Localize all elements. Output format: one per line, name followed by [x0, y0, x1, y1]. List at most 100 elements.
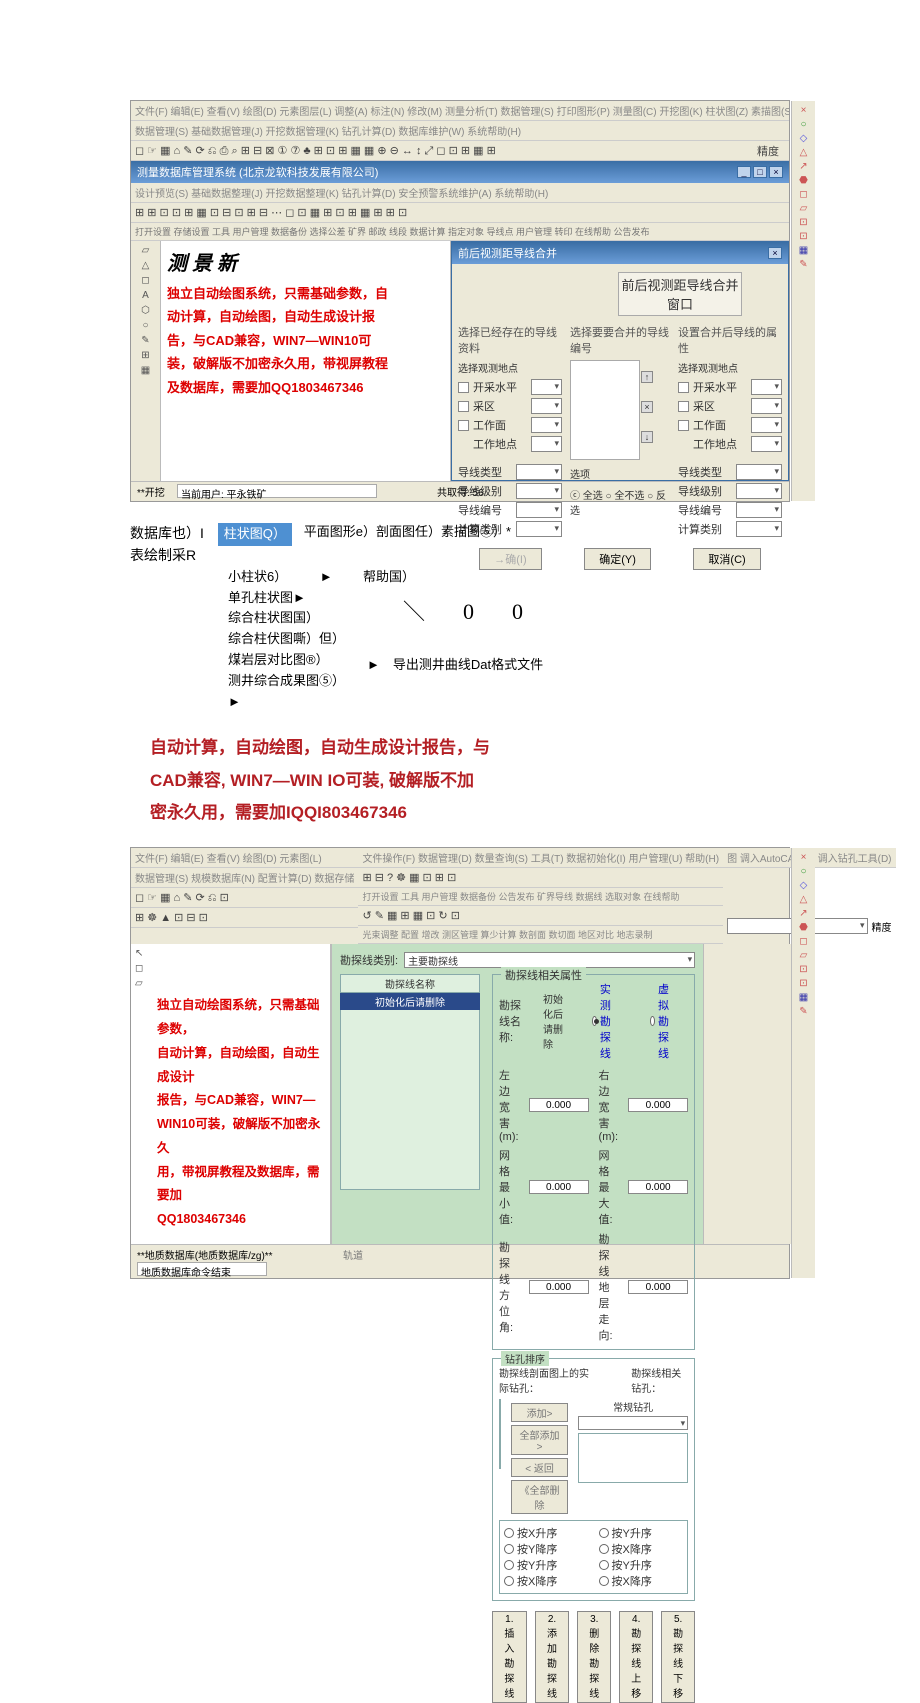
btn-add-all[interactable]: 全部添加> [511, 1425, 568, 1455]
dd-linelevel-c[interactable] [736, 483, 782, 499]
sub-menu-bar[interactable]: 数据管理(S) 基础数据管理(J) 开挖数据管理(K) 钻孔计算(D) 数据库维… [131, 121, 789, 141]
main-menu-bar[interactable]: 文件(F) 编辑(E) 查看(V) 绘图(D) 元素图层(L) 调整(A) 标注… [131, 101, 789, 121]
inp-gridmax[interactable] [628, 1180, 688, 1194]
submenu-1[interactable]: 小柱状6） ► [228, 567, 345, 588]
close-button[interactable]: × [769, 166, 783, 178]
btn-move-down[interactable]: 5.勘探线下移 [661, 1611, 695, 1703]
related-holes-list[interactable] [578, 1433, 688, 1483]
s2-toolbar-1[interactable]: ◻ ☞ ▦ ⌂ ✎ ⟳ ⎌ ⊡ [131, 888, 358, 908]
toolbar-1[interactable]: ◻ ☞ ▦ ⌂ ✎ ⟳ ⎌ ⎙ ⌕ ⊞ ⊟ ⊠ ① ⑦ ♣ ⊞ ⊡ ⊞ ▦ ▦ … [131, 141, 789, 161]
ro1[interactable] [504, 1528, 514, 1538]
dd-level-a[interactable] [531, 379, 562, 395]
export-label[interactable]: 导出测井曲线Dat格式文件 [393, 657, 543, 672]
dd-calctype-a[interactable] [516, 521, 562, 537]
inp-azimuth[interactable] [529, 1280, 589, 1294]
mid-left-2: 表绘制采R [130, 544, 204, 566]
s2-iconrow[interactable]: ⊞ ⊟ ? ☸ ▦ ⊡ ⊞ ⊡ [358, 868, 723, 888]
chk-face-c[interactable] [678, 420, 689, 431]
s2-menu[interactable]: 文件(F) 编辑(E) 查看(V) 绘图(D) 元素图(L) [131, 848, 358, 868]
dd-face-c[interactable] [751, 417, 782, 433]
toolbar-2[interactable]: ⊞ ⊞ ⊡ ⊡ ⊞ ▦ ⊡ ⊟ ⊡ ⊞ ⊟ ⋯ ◻ ⊡ ▦ ⊞ ⊡ ⊞ ▦ ⊞ … [131, 203, 789, 223]
s2-right-icon-strip[interactable]: ×○◇△↗⬣◻▱⊡⊡▦✎ [791, 848, 815, 1278]
select-options[interactable]: ⓒ 全选 ○ 全不选 ○ 反选 [570, 487, 670, 517]
actual-holes-list[interactable] [499, 1399, 501, 1469]
submenu-2[interactable]: 单孔柱状图► [228, 588, 345, 609]
dialog-close-button[interactable]: × [768, 247, 782, 259]
ro3[interactable] [504, 1560, 514, 1570]
dd-level-c[interactable] [751, 379, 782, 395]
chk-area-c[interactable] [678, 401, 689, 412]
dd-linelevel-a[interactable] [516, 483, 562, 499]
inp-leftw[interactable] [529, 1098, 589, 1112]
list-rm-button[interactable]: × [641, 401, 653, 413]
submenu-list[interactable]: 小柱状6） ► 单孔柱状图► 综合柱状图国） 综合柱伏图嘶）但） 煤岩层对比图®… [228, 567, 345, 713]
btn-del-all[interactable]: 《全部删除 [511, 1480, 568, 1514]
chk-area-a[interactable] [458, 401, 469, 412]
inp-gridmin[interactable] [529, 1180, 589, 1194]
ok-button[interactable]: 确定(Y) [584, 548, 651, 570]
list-down-button[interactable]: ↓ [641, 431, 653, 443]
ro8[interactable] [599, 1576, 609, 1586]
left-icon-strip[interactable]: ▱△◻A⬡○✎⊞▦ [131, 241, 161, 481]
foot-user: 当前用户: 平永铁矿 [177, 484, 377, 498]
dd-area-a[interactable] [531, 398, 562, 414]
maximize-button[interactable]: □ [753, 166, 767, 178]
btn-add-one[interactable]: 添加> [511, 1403, 568, 1422]
radio-virtual[interactable] [650, 1016, 655, 1026]
dd-lineno-a[interactable] [516, 502, 562, 518]
s2-iconrow2[interactable]: ↺ ✎ ▦ ⊞ ▦ ⊡ ↻ ⊡ [358, 906, 723, 926]
btn-back[interactable]: < 返回 [511, 1458, 568, 1477]
tool-submenu[interactable]: 设计预览(S) 基础数据整理(J) 开挖数据整理(K) 钻孔计算(D) 安全预警… [131, 183, 789, 203]
line-list[interactable] [340, 1010, 480, 1190]
dd-linetype-a[interactable] [516, 464, 562, 480]
ro6[interactable] [599, 1544, 609, 1554]
add-button[interactable]: →确(I) [479, 548, 541, 570]
hole-dropdown[interactable] [578, 1416, 688, 1430]
toolbar-icons[interactable]: ◻ ☞ ▦ ⌂ ✎ ⟳ ⎌ ⎙ ⌕ ⊞ ⊟ ⊠ ① ⑦ ♣ ⊞ ⊡ ⊞ ▦ ▦ … [135, 144, 496, 158]
mid-left-1: 数据库也）I [130, 522, 204, 544]
ro4[interactable] [504, 1576, 514, 1586]
btn-move-up[interactable]: 4.勘探线上移 [619, 1611, 653, 1703]
submenu-4[interactable]: 综合柱伏图嘶）但） [228, 629, 345, 650]
btn-add-line[interactable]: 2. 添加勘探线 [535, 1611, 570, 1703]
inp-rightw[interactable] [628, 1098, 688, 1112]
dialog-banner: 前后视测距导线合并窗口 [618, 272, 742, 316]
s2-toolbar-2[interactable]: ⊞ ☸ ▲ ⊡ ⊟ ⊡ [131, 908, 358, 928]
dd-face-a[interactable] [531, 417, 562, 433]
submenu-5[interactable]: 煤岩层对比图®） [228, 650, 345, 671]
lbl-area: 采区 [473, 398, 527, 414]
column-chart-tag[interactable]: 柱状图Q） [218, 523, 292, 546]
dd-linetype-c[interactable] [736, 464, 782, 480]
dd-calctype-c[interactable] [736, 521, 782, 537]
type-dropdown[interactable]: 主要勘探线 [404, 952, 695, 968]
dd-lineno-c[interactable] [736, 502, 782, 518]
radio-real[interactable] [592, 1016, 597, 1026]
toolbar2-icons[interactable]: ⊞ ⊞ ⊡ ⊡ ⊞ ▦ ⊡ ⊟ ⊡ ⊞ ⊟ ⋯ ◻ ⊡ ▦ ⊞ ⊡ ⊞ ▦ ⊞ … [135, 206, 407, 219]
dd-place-c[interactable] [751, 436, 782, 452]
submenu-3[interactable]: 综合柱状图国） [228, 608, 345, 629]
s2-left-iconstrip[interactable]: ↖◻▱ [135, 948, 153, 1238]
ro5[interactable] [599, 1528, 609, 1538]
minimize-button[interactable]: _ [737, 166, 751, 178]
btn-del-line[interactable]: 3.删除勘探线 [577, 1611, 611, 1703]
right-icon-strip[interactable]: ×○◇△↗⬣◻▱⊡⊡▦✎ [791, 101, 815, 501]
merge-list[interactable]: ↑ × ↓ [570, 360, 640, 460]
cancel-button[interactable]: 取消(C) [693, 548, 760, 570]
chk-level-c[interactable] [678, 382, 689, 393]
dd-area-c[interactable] [751, 398, 782, 414]
submenu-6[interactable]: 测井综合成果图⑤） [228, 673, 345, 688]
ro2[interactable] [504, 1544, 514, 1554]
zeros: ＼ 0 0 [363, 594, 543, 629]
s2-topmenu-2[interactable]: 文件操作(F) 数据管理(D) 数量查询(S) 工具(T) 数据初始化(I) 用… [358, 848, 723, 868]
lbl-leftw: 左边宽害(m): [499, 1067, 519, 1143]
list-up-button[interactable]: ↑ [641, 371, 653, 383]
btn-insert-line[interactable]: 1. 插入勘探线 [492, 1611, 527, 1703]
chk-level-a[interactable] [458, 382, 469, 393]
list-selected[interactable]: 初始化后请删除 [340, 993, 480, 1010]
dd-place-a[interactable] [531, 436, 562, 452]
colA-heading: 选择已经存在的导线资料 [458, 324, 562, 356]
inp-strike[interactable] [628, 1280, 688, 1294]
ro7[interactable] [599, 1560, 609, 1570]
s2-submenu[interactable]: 数据管理(S) 规模数据库(N) 配置计算(D) 数据存储 [131, 868, 358, 888]
chk-face-a[interactable] [458, 420, 469, 431]
